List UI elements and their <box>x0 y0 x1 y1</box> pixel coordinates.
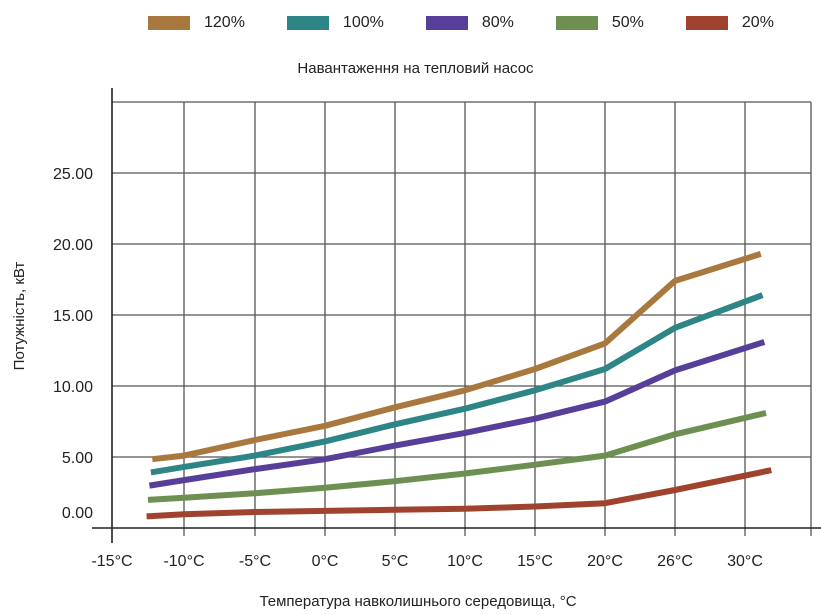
y-tick-label: 5.00 <box>62 450 93 467</box>
x-tick-label: -10°C <box>163 553 204 570</box>
series-line-20pct <box>146 467 772 520</box>
x-axis-title: Температура навколишнього середовища, °C <box>259 593 576 610</box>
legend-swatch <box>555 16 598 30</box>
legend-item: 120% <box>148 14 245 32</box>
series-lines <box>146 251 772 520</box>
legend-swatch <box>148 16 190 30</box>
x-tick-label: -15°C <box>91 553 132 570</box>
y-tick-label: 0.00 <box>62 505 93 522</box>
series-line-120pct <box>151 251 762 463</box>
legend-swatch <box>425 16 468 30</box>
y-tick-label: 15.00 <box>53 308 93 325</box>
legend-label: 50% <box>611 14 644 31</box>
x-tick-label: 10°C <box>447 553 483 570</box>
y-tick-labels: 0.00 5.00 10.00 15.00 20.00 25.00 <box>53 166 93 522</box>
legend-swatch <box>685 16 728 30</box>
y-tick-label: 25.00 <box>53 166 93 183</box>
legend-swatch <box>286 16 329 30</box>
x-tick-label: 30°C <box>727 553 763 570</box>
legend: 120% 100% 80% 50% 20% <box>148 14 816 32</box>
legend-label: 20% <box>741 14 774 31</box>
legend-label: 120% <box>204 14 245 31</box>
legend-item: 20% <box>685 14 774 32</box>
series-line-50pct <box>147 410 767 503</box>
series-line-100pct <box>150 292 764 476</box>
legend-title: Навантаження на тепловий насос <box>297 60 534 77</box>
x-tick-label: 5°C <box>382 553 409 570</box>
x-tick-label: 20°C <box>587 553 623 570</box>
x-tick-label: 0°C <box>312 553 339 570</box>
y-tick-label: 10.00 <box>53 379 93 396</box>
legend-label: 80% <box>481 14 514 31</box>
legend-item: 50% <box>555 14 644 32</box>
legend-item: 80% <box>425 14 514 32</box>
y-axis-title: Потужність, кВт <box>11 262 28 371</box>
legend-item: 100% <box>286 14 384 32</box>
series-line-80pct <box>148 339 766 489</box>
x-tick-label: 26°C <box>657 553 693 570</box>
y-tick-label: 20.00 <box>53 237 93 254</box>
x-tick-labels: -15°C -10°C -5°C 0°C 5°C 10°C 15°C 20°C 26°C 30°C <box>91 553 762 570</box>
x-tick-label: 15°C <box>517 553 553 570</box>
x-tick-label: -5°C <box>239 553 271 570</box>
legend-label: 100% <box>342 14 384 31</box>
